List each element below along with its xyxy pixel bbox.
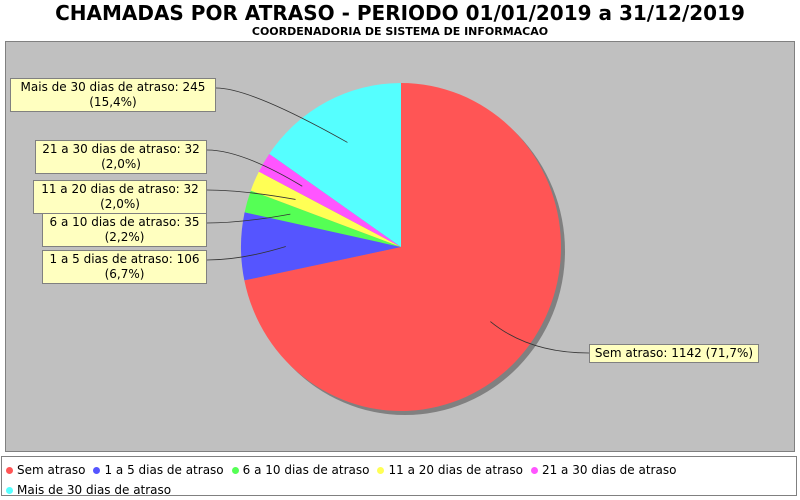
slice-label: 6 a 10 dias de atraso: 35 (2,2%) <box>42 213 207 247</box>
slice-label-percent: (2,0%) <box>101 157 141 171</box>
pie-chart <box>206 83 590 415</box>
legend-item: 21 a 30 dias de atraso <box>530 463 677 477</box>
pie-slice <box>250 171 401 247</box>
pie-slice <box>258 153 401 247</box>
pie-slice <box>269 83 401 247</box>
legend-item: 1 a 5 dias de atraso <box>93 463 224 477</box>
slice-label-text: Sem atraso: 1142 (71,7%) <box>594 346 754 360</box>
legend-item: 6 a 10 dias de atraso <box>231 463 370 477</box>
slice-label-text: 1 a 5 dias de atraso: 106 <box>49 252 200 266</box>
legend-row: Sem atraso 1 a 5 dias de atraso 6 a 10 dia… <box>6 460 796 480</box>
legend-swatch <box>6 466 13 474</box>
slice-label-percent: (2,0%) <box>100 197 140 211</box>
slice-label-text: Mais de 30 dias de atraso: 245 <box>20 80 206 94</box>
legend-swatch <box>6 486 13 494</box>
slice-label-percent: (15,4%) <box>89 95 137 109</box>
chart-subtitle: COORDENADORIA DE SISTEMA DE INFORMACAO <box>251 25 549 38</box>
pie-slice <box>241 212 401 281</box>
label-connector <box>206 246 286 261</box>
slice-label: Mais de 30 dias de atraso: 245 (15,4%) <box>10 78 216 112</box>
plot-area: Sem atraso: 1142 (71,7%) 1 a 5 dias de at… <box>5 41 795 452</box>
slice-label-text: 6 a 10 dias de atraso: 35 <box>49 215 200 229</box>
slice-label: 21 a 30 dias de atraso: 32 (2,0%) <box>35 140 207 174</box>
slice-label-text: 21 a 30 dias de atraso: 32 <box>42 142 200 156</box>
slice-label: 11 a 20 dias de atraso: 32 (2,0%) <box>33 180 207 214</box>
chart-title: CHAMADAS POR ATRASO - PERIODO 01/01/2019… <box>55 1 745 25</box>
label-connector <box>490 321 590 354</box>
legend-label: 1 a 5 dias de atraso <box>104 463 224 477</box>
label-connector <box>206 189 296 200</box>
legend: Sem atraso 1 a 5 dias de atraso 6 a 10 dia… <box>1 456 797 497</box>
legend-label: 6 a 10 dias de atraso <box>242 463 370 477</box>
legend-item: Mais de 30 dias de atraso <box>6 483 171 497</box>
slice-label-percent: (6,7%) <box>104 267 145 281</box>
slice-label-percent: (2,2%) <box>104 230 145 244</box>
label-connector <box>206 149 303 187</box>
legend-swatch <box>530 466 538 474</box>
legend-label: Mais de 30 dias de atraso <box>17 483 172 497</box>
slice-label-text: 11 a 20 dias de atraso: 32 <box>41 182 199 196</box>
legend-swatch <box>377 466 385 474</box>
legend-item: Sem atraso <box>6 463 85 477</box>
legend-swatch <box>231 466 239 474</box>
pie-slice <box>244 190 401 247</box>
legend-label: Sem atraso <box>17 463 86 477</box>
legend-label: 11 a 20 dias de atraso <box>388 463 523 477</box>
legend-label: 21 a 30 dias de atraso <box>541 463 677 477</box>
slice-label: 1 a 5 dias de atraso: 106 (6,7%) <box>42 250 207 284</box>
legend-row: Mais de 30 dias de atraso <box>6 480 796 500</box>
legend-item: 11 a 20 dias de atraso <box>377 463 523 477</box>
label-connector <box>206 213 291 224</box>
label-connector <box>215 87 348 143</box>
slice-label: Sem atraso: 1142 (71,7%) <box>589 344 759 363</box>
pie-slice <box>244 83 561 411</box>
legend-swatch <box>93 466 101 474</box>
